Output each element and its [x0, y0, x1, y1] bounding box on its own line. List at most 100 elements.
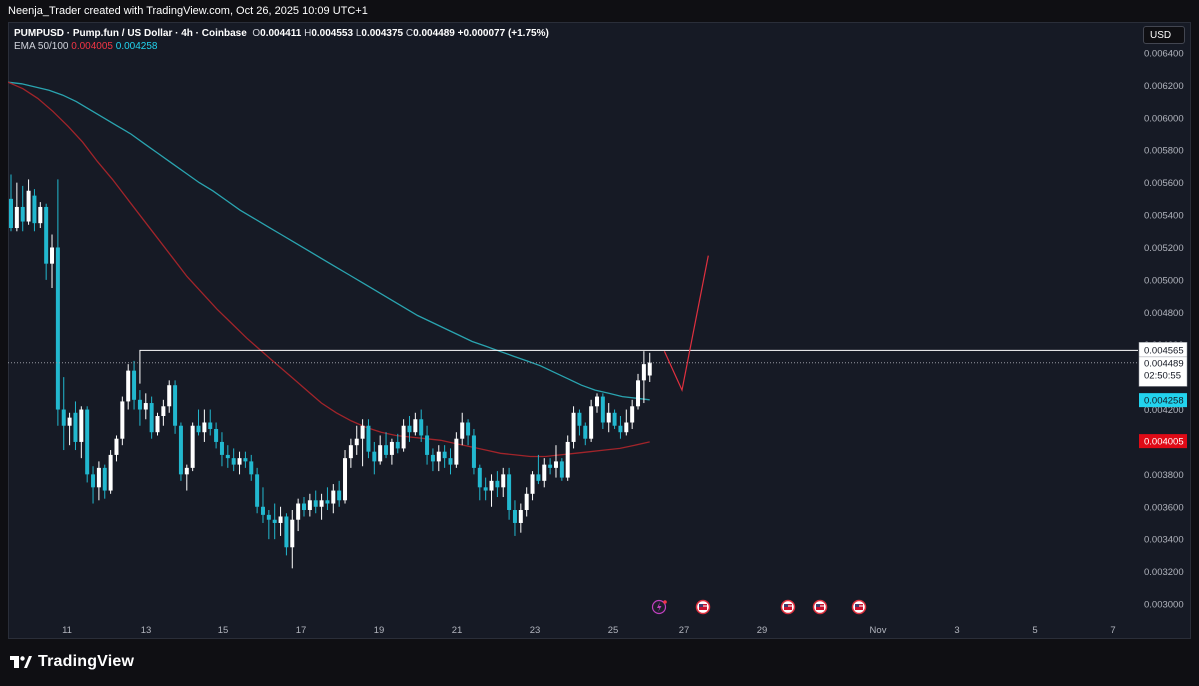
- candle-body: [600, 396, 605, 423]
- bear-candle: [272, 503, 277, 540]
- candle-body: [167, 385, 172, 407]
- bull-candle: [120, 396, 125, 446]
- candle-body: [337, 490, 342, 501]
- candle-body: [641, 364, 646, 381]
- us-flag-event-icon[interactable]: [780, 599, 796, 615]
- candles: [9, 174, 652, 569]
- bear-candle: [548, 458, 553, 475]
- price-chart[interactable]: 11 13 15 17 19 21 23 25 27 29 Nov 3 5 7 0.0064000.006…: [8, 22, 1191, 639]
- x-axis: 11 13 15 17 19 21 23 25 27 29 Nov 3 5 7: [62, 625, 1116, 636]
- legend-ema-slow-value: 0.004005: [71, 41, 113, 52]
- bear-candle: [495, 471, 500, 498]
- candle-body: [401, 425, 406, 449]
- bear-candle: [9, 174, 13, 232]
- bear-candle: [44, 203, 49, 280]
- bull-candle: [108, 450, 113, 494]
- bear-candle: [366, 419, 371, 459]
- bear-candle: [102, 464, 107, 499]
- candle-body: [442, 451, 447, 459]
- bear-candle: [325, 487, 330, 511]
- ema-fast-price-label: 0.004258: [1144, 396, 1184, 407]
- candle-body: [202, 422, 207, 433]
- y-tick-label: 0.006000: [1144, 113, 1184, 124]
- x-tick-label: 11: [62, 625, 72, 636]
- bull-candle: [460, 412, 465, 446]
- bear-candle: [536, 454, 541, 485]
- y-tick-label: 0.005000: [1144, 275, 1184, 286]
- y-tick-label: 0.005200: [1144, 243, 1184, 254]
- candle-body: [302, 503, 306, 511]
- candle-body: [559, 461, 564, 478]
- bull-candle: [378, 435, 383, 465]
- legend-symbol[interactable]: PUMPUSD · Pump.fun / US Dollar · 4h · Co…: [14, 28, 247, 39]
- resistance-line: [139, 349, 1138, 384]
- us-flag-event-icon[interactable]: [851, 599, 867, 615]
- lightning-event-icon[interactable]: [651, 599, 667, 615]
- candle-body: [425, 435, 430, 455]
- candle-body: [542, 464, 547, 481]
- candle-body: [589, 406, 594, 439]
- currency-button[interactable]: USD: [1143, 26, 1185, 44]
- projection-path: [663, 255, 709, 393]
- x-tick-label: 25: [608, 625, 619, 636]
- bull-candle: [389, 438, 394, 465]
- x-tick-label: 7: [1110, 625, 1115, 636]
- candle-body: [460, 422, 465, 439]
- bear-candle: [302, 497, 306, 517]
- candle-body: [507, 474, 512, 511]
- x-tick-label: 3: [954, 625, 959, 636]
- bull-candle: [565, 435, 570, 481]
- candle-body: [483, 487, 488, 491]
- bear-candle: [284, 513, 289, 556]
- candle-body: [91, 474, 96, 488]
- bull-candle: [161, 399, 166, 426]
- bull-candle: [38, 202, 43, 229]
- bear-candle: [32, 189, 37, 232]
- bear-candle: [507, 467, 512, 520]
- x-tick-label: 15: [218, 625, 229, 636]
- candle-body: [114, 438, 119, 455]
- flag-canton: [784, 604, 788, 607]
- candle-body: [126, 370, 131, 402]
- candle-body: [249, 461, 254, 475]
- bear-candle: [260, 487, 265, 523]
- y-tick-label: 0.003200: [1144, 567, 1184, 578]
- bull-candle: [401, 419, 406, 452]
- candle-body: [595, 396, 599, 407]
- flag-canton: [699, 604, 703, 607]
- candle-body: [190, 425, 195, 468]
- brand-logo[interactable]: TradingView: [10, 653, 134, 671]
- bull-candle: [530, 471, 535, 501]
- bear-candle: [471, 428, 476, 475]
- bull-candle: [190, 422, 195, 472]
- candle-body: [237, 458, 242, 465]
- candle-body: [214, 428, 219, 442]
- candle-body: [219, 441, 224, 455]
- y-tick-label: 0.005600: [1144, 178, 1184, 189]
- candle-body: [360, 425, 365, 439]
- bear-candle: [419, 409, 424, 442]
- y-tick-label: 0.003600: [1144, 502, 1184, 513]
- candle-body: [296, 503, 301, 520]
- chart-area[interactable]: [8, 22, 1191, 639]
- us-flag-event-icon[interactable]: [695, 599, 711, 615]
- bear-candle: [466, 419, 471, 446]
- candle-body: [501, 474, 506, 488]
- bull-candle: [360, 419, 365, 467]
- candle-body: [612, 412, 617, 426]
- legend-ema-label[interactable]: EMA 50/100: [14, 41, 69, 52]
- us-flag-event-icon[interactable]: [812, 599, 828, 615]
- bull-candle: [126, 364, 131, 410]
- last-price-label: 0.004489: [1144, 358, 1184, 369]
- candle-body: [96, 467, 101, 488]
- y-tick-label: 0.006200: [1144, 81, 1184, 92]
- candle-body: [571, 412, 576, 442]
- bear-candle: [425, 425, 430, 465]
- candle-body: [55, 247, 60, 410]
- bull-candle: [143, 393, 148, 420]
- bull-candle: [79, 406, 84, 459]
- candle-body: [524, 493, 529, 511]
- bear-candle: [173, 380, 178, 434]
- candle-body: [395, 441, 400, 449]
- candle-body: [372, 451, 377, 462]
